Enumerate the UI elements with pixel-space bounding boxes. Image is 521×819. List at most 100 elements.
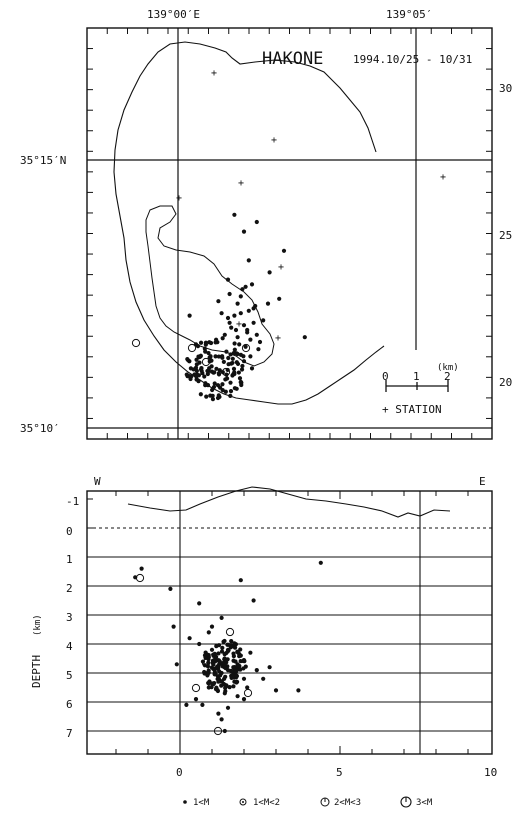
scale-bar: (km) 0 1 2 bbox=[382, 363, 459, 392]
epicenter-point bbox=[254, 332, 259, 337]
hypocenter-point bbox=[168, 586, 173, 592]
hypocenter-point bbox=[238, 578, 243, 583]
hypocenter-point bbox=[213, 687, 219, 692]
epicenter-point bbox=[227, 291, 232, 297]
caldera-outline bbox=[113, 41, 385, 405]
epicenter-point bbox=[243, 284, 248, 289]
epicenter-point bbox=[221, 359, 226, 365]
depth-tick-4: 4 bbox=[66, 640, 73, 653]
legend-symbol-small bbox=[183, 800, 187, 804]
hypocenter-point bbox=[219, 649, 225, 654]
epicenter-point bbox=[198, 340, 204, 345]
epicenter-point bbox=[254, 219, 259, 225]
hypocenter-point bbox=[251, 598, 256, 603]
hypocenter-point bbox=[232, 645, 238, 650]
epicenter-point bbox=[206, 350, 211, 356]
epicenter-open bbox=[241, 343, 251, 353]
hypocenter-point bbox=[233, 659, 238, 664]
epicenter-point bbox=[220, 388, 225, 393]
epicenter-point bbox=[194, 362, 199, 367]
lake-ashi-outline bbox=[145, 205, 275, 367]
epicenter-point bbox=[216, 299, 221, 304]
epicenter-point bbox=[203, 340, 209, 345]
hypocenter-point bbox=[219, 615, 224, 621]
scale-unit: (km) bbox=[437, 363, 459, 373]
station-marker: + bbox=[278, 262, 284, 273]
hypocenter-point bbox=[231, 665, 236, 670]
epicenter-point bbox=[251, 306, 256, 311]
hypocenter-point bbox=[238, 647, 243, 652]
magnitude-legend: 1<M 1<M<2 2<M<3 3<M bbox=[183, 796, 433, 808]
epicenter-point bbox=[231, 366, 237, 371]
hypocenter-point bbox=[267, 665, 272, 670]
station-marker: + bbox=[238, 178, 244, 189]
section-depth-grid bbox=[87, 556, 492, 732]
hypocenter-point bbox=[219, 717, 224, 722]
epicenter-point bbox=[256, 347, 261, 352]
hypocenter-point bbox=[223, 674, 228, 679]
legend-label-2: 1<M<2 bbox=[253, 798, 280, 808]
hypocenter-point bbox=[205, 673, 210, 678]
epicenter-point bbox=[232, 341, 237, 346]
lon-label-13900: 139°00′E bbox=[147, 8, 200, 21]
epicenter-point bbox=[236, 370, 241, 375]
hypocenter-point bbox=[229, 668, 234, 673]
hypocenter-point bbox=[197, 601, 202, 606]
depth-tick-0: 0 bbox=[66, 525, 73, 538]
lat-label-3510: 35°10′ bbox=[20, 422, 60, 435]
hypocenter-point bbox=[222, 652, 227, 657]
epicenter-point bbox=[241, 323, 247, 328]
epicenter-point bbox=[202, 374, 207, 379]
depth-tick-7: 7 bbox=[66, 727, 73, 740]
section-east-label: E bbox=[479, 475, 486, 488]
epicenter-point bbox=[241, 229, 247, 234]
epicenter-point bbox=[213, 354, 218, 359]
x-tick-0: 0 bbox=[176, 766, 183, 779]
epicenter-point bbox=[240, 363, 245, 369]
epicenter-point bbox=[208, 354, 213, 359]
hypocenter-point bbox=[232, 641, 237, 646]
epicenter-point bbox=[228, 393, 233, 398]
hypocenter-point bbox=[214, 654, 219, 660]
epicenter-point bbox=[206, 369, 211, 374]
hypocenter-point bbox=[230, 674, 235, 679]
epicenter-open bbox=[131, 338, 141, 348]
epicenter-point bbox=[214, 337, 219, 342]
epicenter-open bbox=[187, 343, 197, 353]
epicenter-point bbox=[246, 308, 251, 313]
epicenter-point bbox=[249, 282, 255, 287]
epicenter-point bbox=[230, 356, 235, 361]
hypocenter-point bbox=[241, 697, 247, 702]
hypocenter-point bbox=[211, 666, 216, 671]
scale-tick-1: 1 bbox=[413, 370, 420, 383]
hypocenter-point bbox=[235, 694, 240, 699]
epicenter-point bbox=[219, 311, 224, 316]
hypocenter-point bbox=[187, 636, 192, 641]
lon-label-13905: 139°05′ bbox=[386, 8, 432, 21]
depth-tick-m1: -1 bbox=[66, 495, 79, 508]
epicenter-point bbox=[243, 344, 248, 349]
hypocenter-point bbox=[236, 663, 241, 669]
epicenter-point bbox=[302, 335, 307, 340]
epicenter-point bbox=[222, 332, 227, 337]
hypocenter-point bbox=[216, 643, 222, 648]
epicenter-point bbox=[216, 354, 221, 359]
scale-tick-0: 0 bbox=[382, 370, 389, 383]
hypocenter-point bbox=[234, 680, 239, 685]
epicenter-point bbox=[196, 373, 201, 378]
epicenter-point bbox=[235, 335, 240, 340]
legend-label-3: 2<M<3 bbox=[334, 798, 361, 808]
depth-tick-6: 6 bbox=[66, 698, 73, 711]
map-epicenters bbox=[131, 212, 307, 402]
epicenter-point bbox=[214, 366, 219, 371]
hypocenter-point bbox=[225, 705, 231, 710]
hypocenter-point bbox=[200, 702, 205, 708]
hypocenter-open bbox=[213, 726, 223, 736]
epicenter-point bbox=[229, 325, 234, 330]
epicenter-point bbox=[192, 372, 197, 377]
epicenter-point bbox=[203, 383, 208, 388]
epicenter-point bbox=[240, 287, 245, 292]
epicenter-point bbox=[230, 360, 235, 366]
epicenter-point bbox=[187, 313, 192, 318]
epicenter-point bbox=[195, 344, 201, 349]
